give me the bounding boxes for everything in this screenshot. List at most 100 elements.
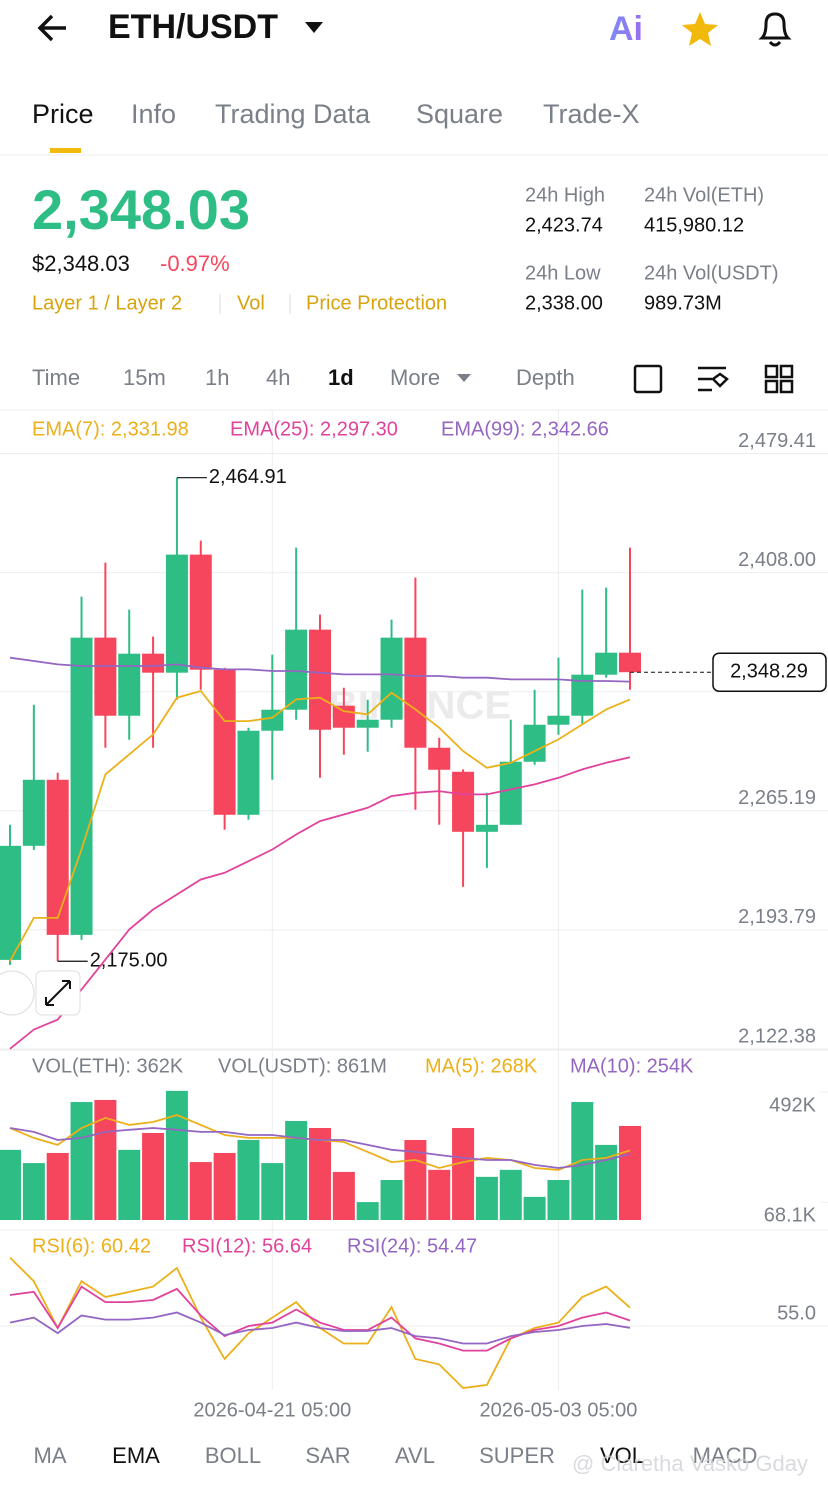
volume-bar bbox=[428, 1169, 451, 1220]
tab[interactable]: Trading Data bbox=[215, 99, 371, 129]
legend-label: RSI(12): 56.64 bbox=[182, 1235, 312, 1257]
stat-label: 24h Vol(ETH) bbox=[644, 184, 764, 206]
candle-body bbox=[46, 779, 69, 935]
interval[interactable]: More bbox=[390, 365, 440, 390]
tab[interactable]: Trade-X bbox=[543, 99, 640, 129]
candle-body bbox=[189, 554, 212, 670]
volume-bar bbox=[0, 1149, 21, 1220]
indicator-tab[interactable]: VOL bbox=[600, 1443, 644, 1468]
x-tick-label: 2026-05-03 05:00 bbox=[480, 1399, 638, 1421]
volume-bar bbox=[46, 1152, 69, 1220]
interval[interactable]: 1h bbox=[205, 365, 229, 390]
interval[interactable]: Time bbox=[32, 365, 80, 390]
tab[interactable]: Info bbox=[131, 99, 176, 129]
legend-label: MA(10): 254K bbox=[570, 1055, 694, 1077]
legend-label: RSI(24): 54.47 bbox=[347, 1235, 477, 1257]
tab-indicator bbox=[50, 148, 81, 153]
favorite-star[interactable] bbox=[682, 12, 718, 46]
indicator-tab[interactable]: EMA bbox=[112, 1443, 160, 1468]
settings-icon[interactable] bbox=[698, 366, 729, 392]
stat-label: 24h Vol(USDT) bbox=[644, 262, 779, 284]
volume-bar bbox=[595, 1144, 618, 1220]
volume-bar bbox=[94, 1099, 117, 1220]
indicator-tab[interactable]: MACD bbox=[693, 1443, 758, 1468]
volume-bar bbox=[571, 1102, 594, 1220]
tab[interactable]: Price bbox=[32, 99, 94, 129]
watermark: @ Claretha Vasko Gday bbox=[572, 1451, 808, 1476]
back-button[interactable] bbox=[37, 14, 66, 42]
legend-label: EMA(7): 2,331.98 bbox=[32, 418, 189, 440]
bell-icon[interactable] bbox=[758, 12, 792, 47]
candle-body bbox=[452, 771, 475, 832]
candle-body bbox=[118, 653, 141, 716]
layout-icon[interactable] bbox=[764, 364, 794, 394]
price-change: -0.97% bbox=[160, 251, 230, 276]
indicator-tab[interactable]: SUPER bbox=[479, 1443, 555, 1468]
candle-body bbox=[94, 637, 117, 716]
candle-body bbox=[428, 747, 451, 770]
interval[interactable]: Depth bbox=[516, 365, 575, 390]
y-tick-label: 2,193.79 bbox=[738, 906, 816, 928]
chart-tool[interactable] bbox=[0, 970, 35, 1016]
volume-bar bbox=[547, 1179, 570, 1220]
volume-bar bbox=[499, 1169, 522, 1220]
indicator-line bbox=[9, 656, 631, 683]
volume-bar bbox=[332, 1171, 355, 1220]
candle-body bbox=[547, 715, 570, 725]
indicator-line bbox=[9, 756, 631, 1050]
stat-value: 2,423.74 bbox=[525, 214, 603, 236]
interval[interactable]: 15m bbox=[123, 365, 166, 390]
volume-bar bbox=[237, 1139, 260, 1220]
indicator-tab[interactable]: MA bbox=[34, 1443, 67, 1468]
y-tick-label: 2,408.00 bbox=[738, 549, 816, 571]
volume-bar bbox=[22, 1163, 45, 1220]
indicator-line bbox=[9, 1127, 631, 1169]
pair-title[interactable]: ETH/USDT bbox=[108, 8, 278, 46]
y-tick-label: 2,122.38 bbox=[738, 1025, 816, 1047]
x-tick-label: 2026-04-21 05:00 bbox=[193, 1399, 351, 1421]
candle-body bbox=[595, 652, 618, 675]
stat-value: 2,338.00 bbox=[525, 292, 603, 314]
tag[interactable]: Layer 1 / Layer 2 bbox=[32, 292, 182, 314]
candle-body bbox=[237, 730, 260, 815]
legend-label: EMA(99): 2,342.66 bbox=[441, 418, 609, 440]
candle-body bbox=[70, 637, 93, 935]
candle-body bbox=[499, 761, 522, 825]
candle-body bbox=[356, 719, 379, 728]
tag[interactable]: Vol bbox=[237, 292, 265, 314]
volume-bar bbox=[142, 1132, 165, 1220]
candle-body bbox=[213, 669, 236, 815]
volume-bar bbox=[165, 1090, 188, 1220]
tab[interactable]: Square bbox=[416, 99, 503, 129]
annotation-label: 2,175.00 bbox=[90, 950, 168, 972]
volume-bar bbox=[118, 1149, 141, 1220]
y-tick-label: 492K bbox=[769, 1094, 816, 1116]
volume-bar bbox=[309, 1128, 331, 1220]
ai-button[interactable]: Ai bbox=[609, 10, 643, 48]
candle-body bbox=[309, 629, 331, 730]
interval[interactable]: 1d bbox=[328, 365, 354, 390]
tag[interactable]: Price Protection bbox=[306, 292, 447, 314]
candle-body bbox=[0, 845, 21, 960]
volume-bar bbox=[213, 1152, 236, 1220]
candle-body bbox=[332, 705, 355, 728]
pair-dropdown[interactable] bbox=[305, 22, 323, 33]
candle-body bbox=[571, 674, 594, 716]
indicator-tab[interactable]: BOLL bbox=[205, 1443, 261, 1468]
indicator-tab[interactable]: AVL bbox=[395, 1443, 435, 1468]
fullscreen-icon[interactable] bbox=[633, 364, 663, 394]
legend-label: RSI(6): 60.42 bbox=[32, 1235, 151, 1257]
legend-label: VOL(USDT): 861M bbox=[218, 1055, 387, 1077]
indicator-line bbox=[9, 689, 631, 962]
last-price-label: 2,348.29 bbox=[730, 660, 808, 682]
indicator-tab[interactable]: SAR bbox=[305, 1443, 350, 1468]
last-price-box bbox=[712, 652, 827, 692]
candle-body bbox=[619, 652, 641, 673]
y-tick-label: 55.0 bbox=[777, 1302, 816, 1324]
interval[interactable]: 4h bbox=[266, 365, 290, 390]
more-caret bbox=[457, 374, 471, 382]
y-tick-label: 68.1K bbox=[764, 1205, 817, 1227]
candle-body bbox=[22, 779, 45, 846]
usd-price: $2,348.03 bbox=[32, 251, 130, 276]
